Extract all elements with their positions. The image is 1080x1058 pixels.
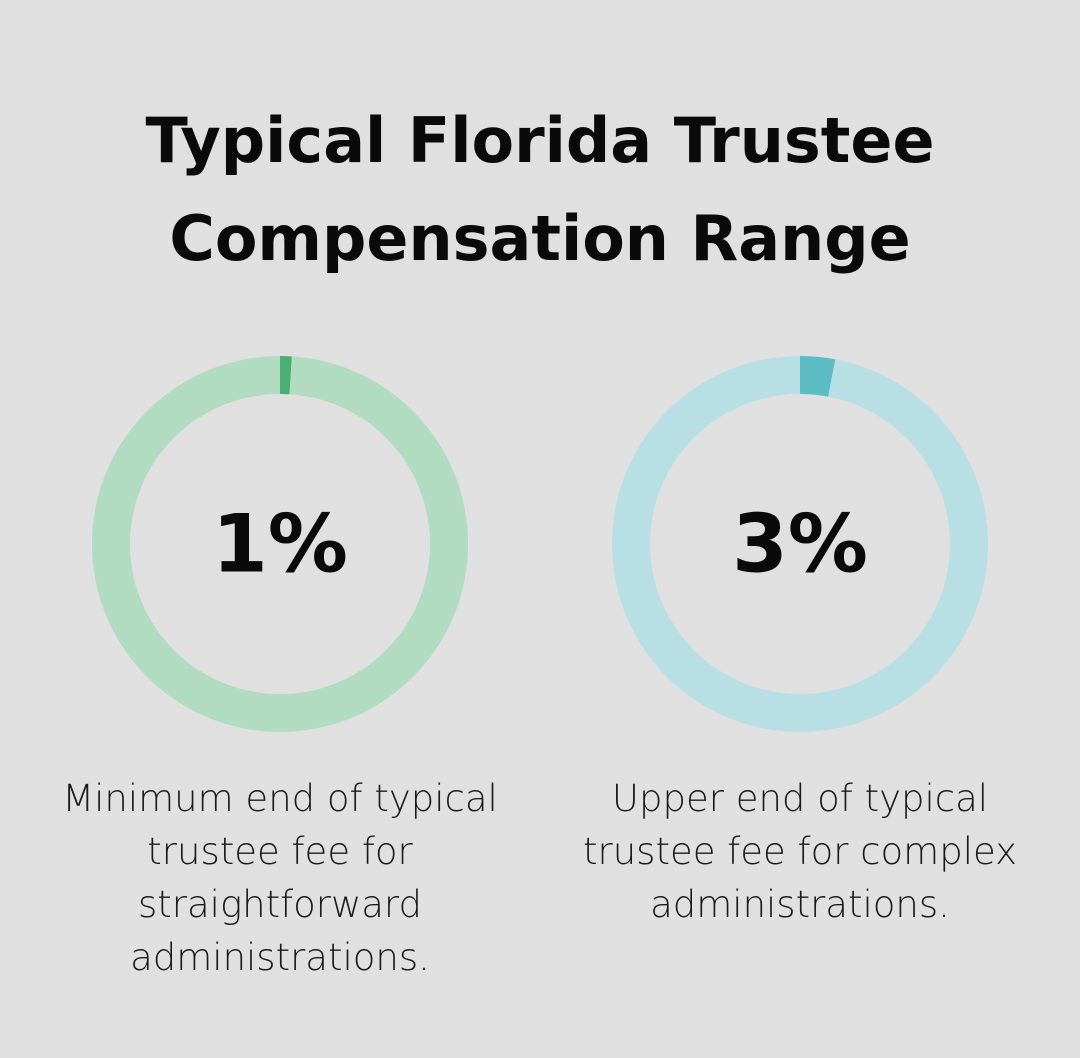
donut-arc: [799, 356, 836, 397]
caption: Upper end of typical trustee fee for com…: [583, 777, 1017, 926]
caption: Minimum end of typical trustee fee for s…: [62, 777, 498, 979]
value-label: 1%: [212, 498, 348, 591]
title: Typical Florida Trustee Compensation Ran…: [145, 104, 935, 275]
value-label: 3%: [732, 498, 868, 591]
